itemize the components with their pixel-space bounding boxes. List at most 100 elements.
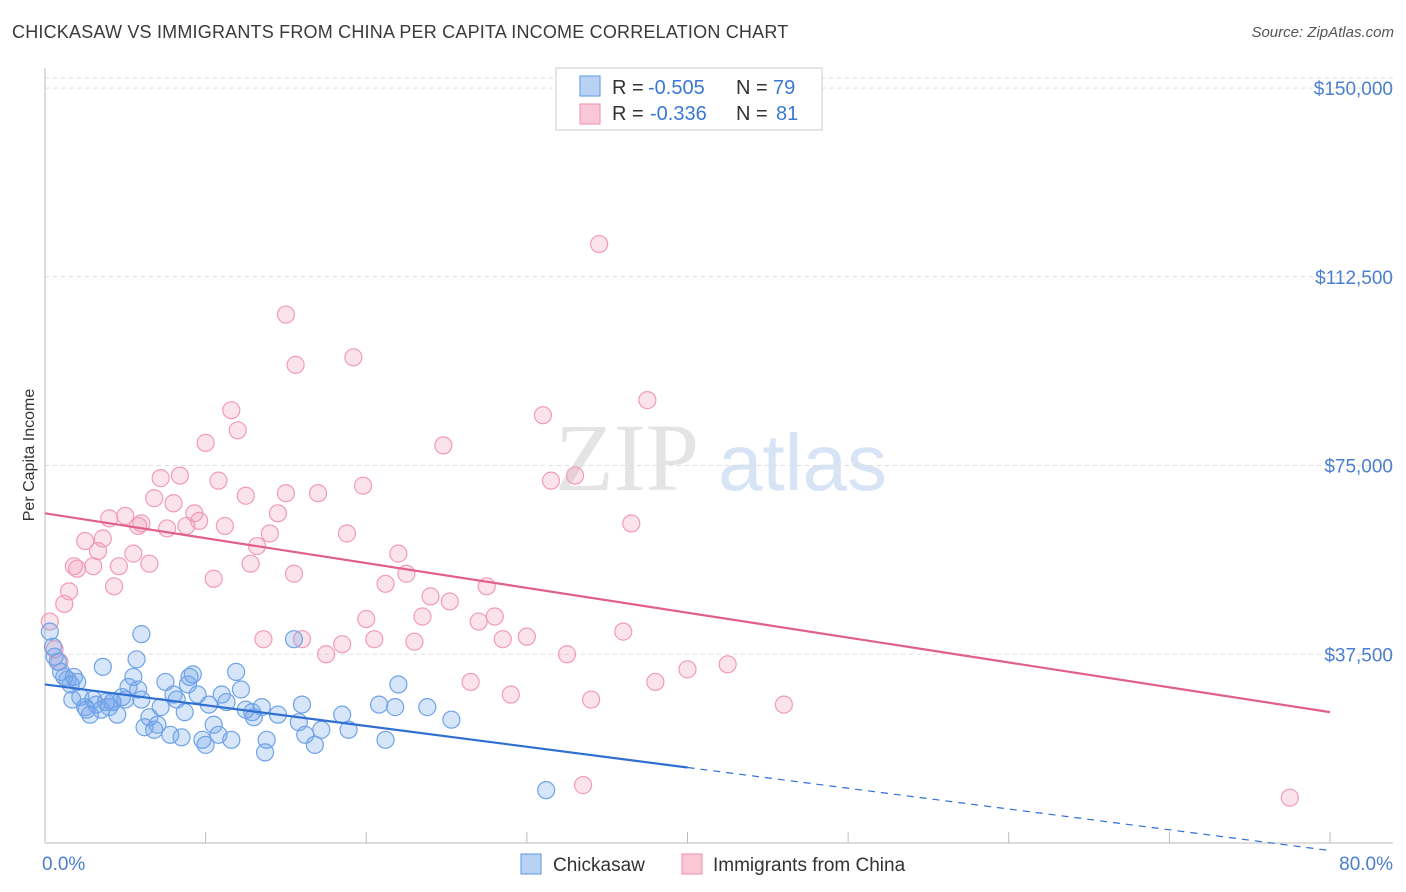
chickasaw-point: [537, 781, 556, 800]
series-legend: Chickasaw Immigrants from China: [520, 853, 906, 876]
china-point: [254, 630, 273, 649]
china-point: [389, 544, 408, 563]
chickasaw-point: [305, 735, 324, 754]
chickasaw-point: [370, 695, 389, 714]
china-point: [646, 672, 665, 692]
china-point: [357, 609, 376, 629]
chickasaw-point: [68, 672, 87, 692]
chickasaw-point: [175, 703, 194, 722]
chickasaw-point: [77, 700, 96, 719]
chickasaw-point: [227, 662, 246, 681]
china-point: [204, 569, 223, 588]
china-point: [236, 486, 255, 505]
chickasaw-point: [132, 690, 151, 709]
series-legend-label-china: Immigrants from China: [713, 855, 906, 876]
china-point: [614, 622, 633, 641]
x-tick-marks: [44, 832, 1331, 843]
china-point: [308, 484, 328, 503]
series-legend-label-chickasaw: Chickasaw: [553, 855, 645, 876]
china-point: [638, 391, 657, 410]
china-point: [493, 630, 512, 649]
chickasaw-point: [442, 710, 461, 729]
y-tick-label: $112,500: [1315, 268, 1393, 289]
china-point: [316, 645, 336, 664]
watermark-atlas: atlas: [718, 418, 887, 507]
china-point: [84, 557, 103, 576]
china-point: [557, 645, 577, 664]
chickasaw-point: [231, 680, 251, 699]
china-point: [440, 592, 459, 611]
china-point: [68, 559, 87, 578]
legend-r-value-2: -0.336: [650, 103, 707, 125]
chickasaw-point: [386, 698, 405, 717]
chickasaw-point: [64, 667, 84, 687]
china-point: [286, 355, 305, 374]
china-point: [573, 776, 593, 795]
china-point: [196, 433, 215, 452]
china-point: [337, 524, 357, 543]
trend-lines: [44, 512, 1331, 852]
china-point: [434, 436, 453, 455]
scatter-points: [40, 234, 1299, 807]
chickasaw-point: [292, 695, 312, 714]
series-legend-swatch-china: [681, 853, 703, 875]
china-point: [276, 305, 296, 324]
china-point: [565, 466, 585, 485]
chickasaw-point: [180, 667, 199, 687]
china-point: [774, 695, 793, 714]
china-point: [228, 421, 247, 440]
chickasaw-point: [132, 625, 151, 644]
legend-n-label-2: N =: [736, 103, 768, 125]
watermark-zip: ZIP: [555, 404, 699, 511]
china-point: [517, 627, 536, 646]
china-point: [268, 504, 288, 523]
y-tick-labels: $37,500 $75,000 $112,500 $150,000: [1314, 79, 1393, 666]
china-point: [157, 519, 177, 538]
china-point: [64, 557, 84, 576]
china-point: [170, 466, 190, 485]
chickasaw-point: [172, 728, 191, 747]
china-point: [145, 489, 164, 508]
china-point: [405, 632, 424, 651]
chickasaw-point: [48, 652, 67, 671]
chickasaw-point: [312, 720, 331, 739]
chickasaw-point: [196, 735, 215, 754]
chickasaw-point: [103, 692, 122, 712]
china-point: [421, 587, 440, 606]
chickasaw-trend-line: [44, 683, 688, 769]
china-point: [164, 494, 183, 513]
legend-r-value-1: -0.505: [648, 77, 705, 99]
y-tick-label: $37,500: [1324, 645, 1393, 666]
chickasaw-point: [418, 698, 437, 717]
chickasaw-point: [333, 705, 352, 724]
x-tick-label-left: 0.0%: [42, 854, 85, 875]
legend-r-label-2: R =: [612, 103, 644, 125]
china-point: [485, 607, 504, 626]
chickasaw-point: [389, 675, 408, 694]
china-point: [501, 685, 520, 704]
china-point: [76, 531, 95, 551]
china-point: [622, 514, 641, 533]
chickasaw-point: [40, 622, 59, 641]
china-point: [222, 401, 241, 420]
china-point: [209, 471, 228, 490]
china-point: [333, 635, 352, 654]
china-point: [541, 471, 561, 490]
chickasaw-point: [183, 665, 202, 684]
stats-legend: R = -0.505 N = 79 R = -0.336 N = 81: [555, 67, 823, 131]
chickasaw-trend-extension: [687, 766, 1331, 852]
china-point: [215, 516, 234, 536]
y-tick-label: $75,000: [1324, 457, 1393, 478]
chickasaw-point: [127, 650, 146, 669]
chart-title: CHICKASAW VS IMMIGRANTS FROM CHINA PER C…: [12, 22, 789, 42]
legend-swatch-china: [579, 103, 601, 125]
chickasaw-point: [45, 647, 64, 666]
china-point: [104, 577, 124, 596]
china-point: [284, 564, 304, 583]
china-trend-line: [44, 512, 1331, 714]
china-point: [678, 660, 697, 679]
chickasaw-point: [80, 705, 100, 724]
chickasaw-point: [204, 715, 223, 734]
chickasaw-point: [222, 730, 241, 749]
legend-n-value-2: 81: [776, 103, 798, 125]
